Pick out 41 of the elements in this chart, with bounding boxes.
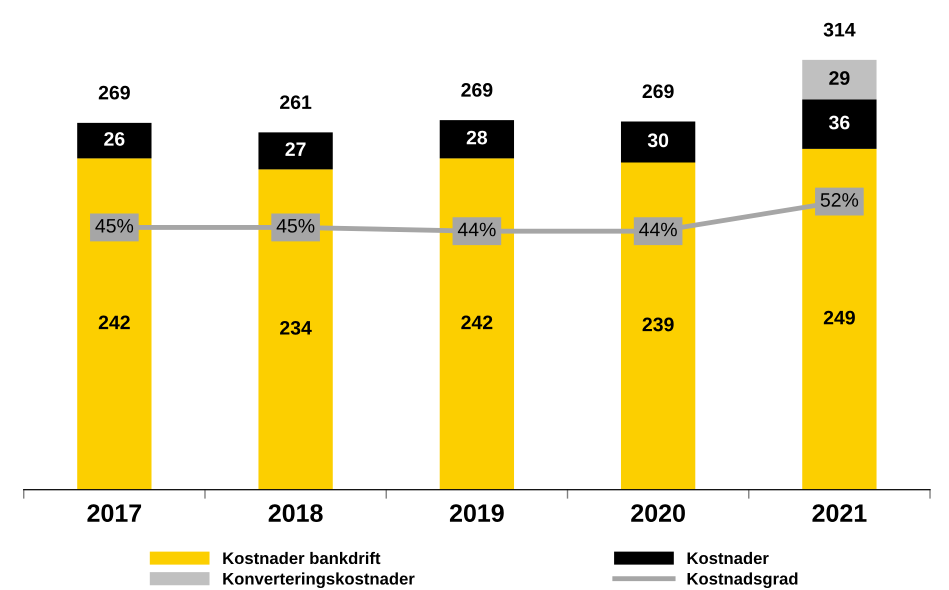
data-label: 239 xyxy=(642,318,674,332)
data-label: 234 xyxy=(280,320,312,335)
bar xyxy=(440,158,514,490)
total-label: 269 xyxy=(642,84,674,98)
bar xyxy=(802,100,877,149)
data-label: 45% xyxy=(276,218,314,233)
bar xyxy=(802,148,877,490)
data-label: 44% xyxy=(458,222,496,236)
legend-label: Kostnader xyxy=(688,552,769,564)
data-label: 27 xyxy=(285,142,306,156)
bar xyxy=(258,132,333,170)
legend-label: Konverteringskostnader xyxy=(223,572,415,588)
x-tick-label: 2021 xyxy=(812,504,867,522)
data-label: 30 xyxy=(648,133,668,148)
data-label: 249 xyxy=(824,310,855,324)
total-label: 269 xyxy=(98,86,130,100)
x-tick-label: 2020 xyxy=(631,504,685,522)
total-label: 261 xyxy=(280,95,312,110)
x-tick-label: 2018 xyxy=(268,504,323,522)
legend-label: Kostnader bankdrift xyxy=(223,552,380,564)
data-label: 45% xyxy=(95,218,134,233)
data-label: 44% xyxy=(639,222,677,236)
total-label: 314 xyxy=(824,22,856,37)
data-label: 242 xyxy=(98,316,130,330)
data-label: 29 xyxy=(829,71,850,85)
x-tick-label: 2019 xyxy=(450,504,504,522)
bar xyxy=(258,169,333,490)
data-label: 52% xyxy=(820,193,858,207)
data-label: 28 xyxy=(466,130,488,144)
bar xyxy=(440,120,514,158)
total-label: 269 xyxy=(461,83,492,97)
x-tick-label: 2017 xyxy=(87,504,142,522)
data-label: 36 xyxy=(829,116,850,130)
bar xyxy=(77,122,152,158)
legend-label: Kostnadsgrad xyxy=(688,572,798,588)
data-label: 26 xyxy=(104,132,124,146)
bar xyxy=(802,60,877,100)
bar xyxy=(620,162,696,490)
bar xyxy=(77,158,152,490)
bar xyxy=(620,121,696,163)
data-label: 242 xyxy=(461,316,492,330)
